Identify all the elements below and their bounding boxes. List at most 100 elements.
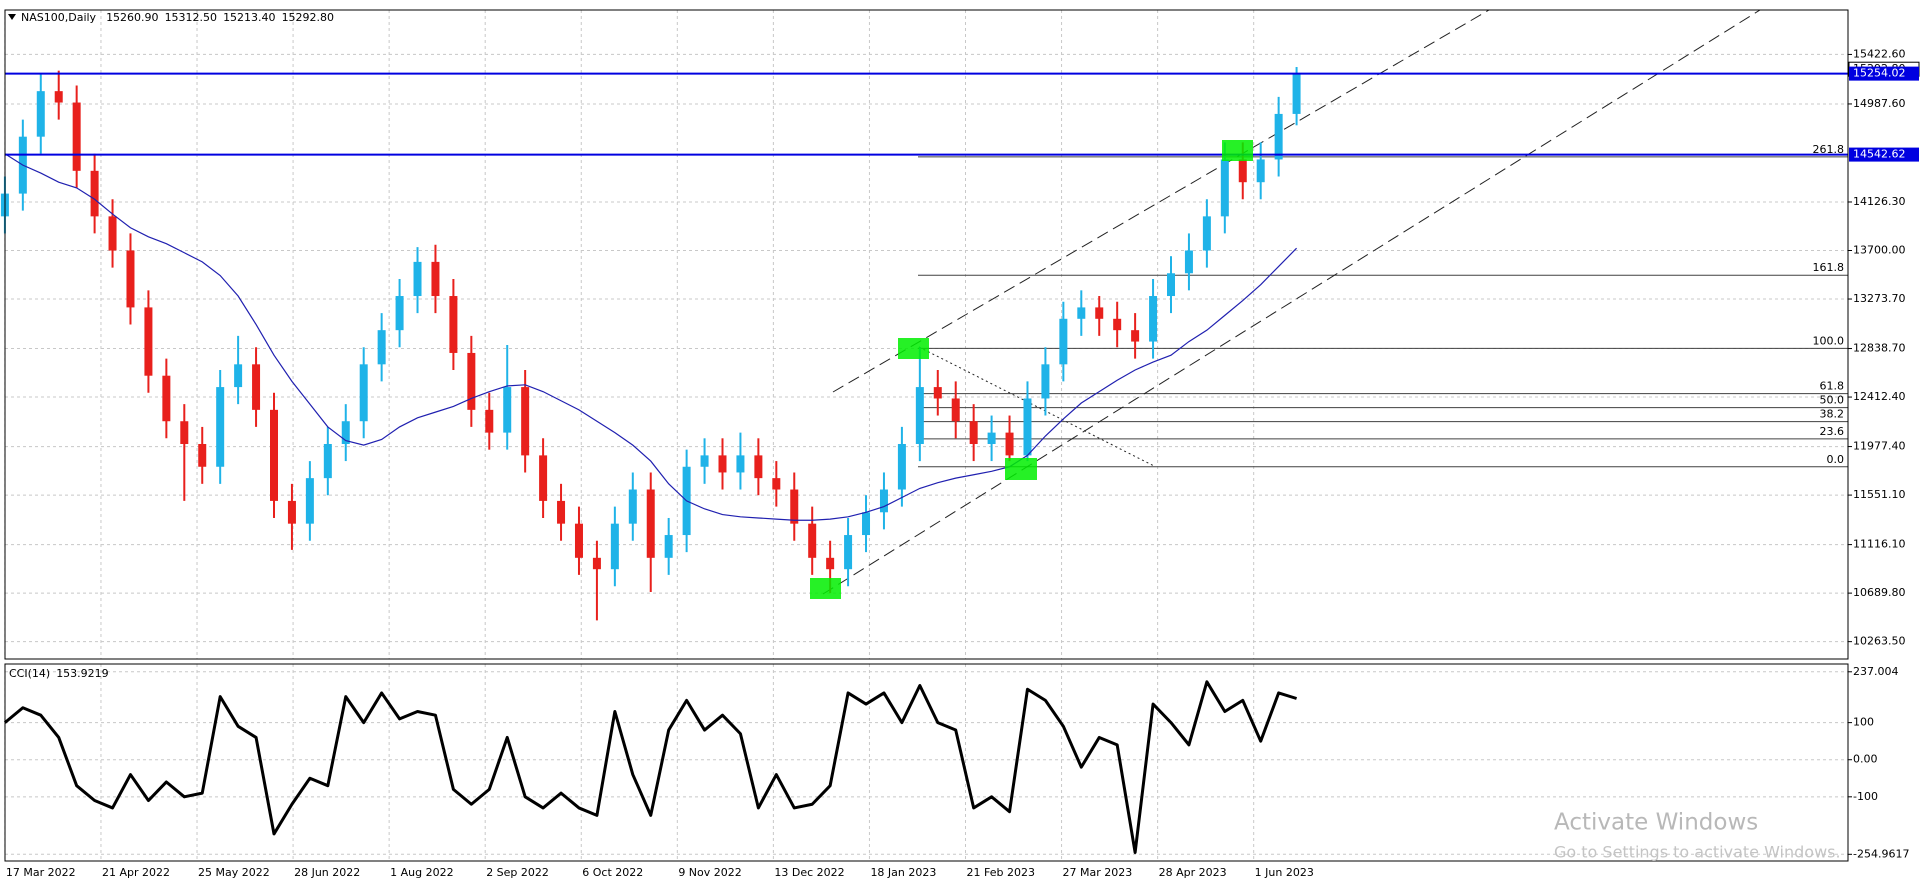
candle-body <box>1131 330 1140 342</box>
candle-body <box>808 523 817 558</box>
y-tick-label: -100 <box>1853 790 1878 803</box>
candle-body <box>754 455 763 479</box>
candle-body <box>646 489 655 558</box>
price-label: 15254.02 <box>1853 67 1906 80</box>
x-tick-label: 9 Nov 2022 <box>678 866 741 879</box>
candle-body <box>395 296 404 331</box>
candle-body <box>1184 250 1193 274</box>
candle-body <box>557 500 566 524</box>
low-value: 15213.40 <box>223 11 276 24</box>
candle-body <box>216 387 225 467</box>
cci-value: 153.9219 <box>56 667 109 680</box>
candle-body <box>574 523 583 558</box>
x-tick-label: 25 May 2022 <box>198 866 270 879</box>
candle-body <box>1077 307 1086 319</box>
watermark-subtitle: Go to Settings to activate Windows. <box>1554 843 1841 862</box>
candle-body <box>1005 432 1014 456</box>
y-tick-label: 13273.70 <box>1853 292 1906 305</box>
candle-body <box>718 455 727 473</box>
candle-body <box>1149 296 1158 342</box>
x-tick-label: 1 Jun 2023 <box>1255 866 1314 879</box>
candle-body <box>1292 74 1301 114</box>
fib-label: 38.2 <box>1820 408 1845 421</box>
watermark-title: Activate Windows <box>1554 810 1758 836</box>
cci-header: CCI(14) 153.9219 <box>9 667 109 680</box>
candle-body <box>36 91 45 137</box>
fib-label: 0.0 <box>1827 453 1845 466</box>
overlay <box>3 72 1848 854</box>
candle-body <box>1041 364 1050 399</box>
candle-body <box>323 443 332 479</box>
x-tick-label: 13 Dec 2022 <box>774 866 844 879</box>
x-tick-label: 21 Feb 2023 <box>967 866 1035 879</box>
x-tick-label: 27 Mar 2023 <box>1063 866 1133 879</box>
candle-body <box>449 296 458 353</box>
chart-header: NAS100,Daily 15260.90 15312.50 15213.40 1529… <box>21 11 334 24</box>
y-tick-label: 12412.40 <box>1853 390 1906 403</box>
high-value: 15312.50 <box>165 11 218 24</box>
candle-body <box>1220 159 1229 217</box>
candle-body <box>341 421 350 444</box>
candle-body <box>628 489 637 524</box>
candle-body <box>521 387 530 456</box>
candle-body <box>826 557 835 570</box>
y-tick-label: 15422.60 <box>1853 47 1906 60</box>
y-tick-label: 12838.70 <box>1853 342 1906 355</box>
x-tick-label: 6 Oct 2022 <box>582 866 643 879</box>
candle-body <box>72 102 81 171</box>
x-tick-label: 28 Jun 2022 <box>294 866 360 879</box>
fib-label: 261.8 <box>1813 143 1845 156</box>
candle-body <box>1274 113 1283 160</box>
candle-body <box>234 364 243 388</box>
candle-body <box>467 352 476 410</box>
candle-body <box>736 455 745 473</box>
candle-body <box>1167 273 1175 297</box>
candle-body <box>377 330 386 365</box>
y-tick-label: 237.004 <box>1853 665 1899 678</box>
candle-body <box>664 535 673 558</box>
candle-body <box>90 170 99 217</box>
candle-body <box>951 398 960 422</box>
candle-body <box>539 455 548 501</box>
candle-body <box>772 478 781 490</box>
x-tick-label: 2 Sep 2022 <box>486 866 549 879</box>
candle-body <box>180 421 189 444</box>
candle-body <box>162 375 171 422</box>
candle-body <box>54 91 63 103</box>
y-tick-label: 11977.40 <box>1853 440 1906 453</box>
candle-body <box>610 523 619 570</box>
main-frame <box>4 9 1849 660</box>
candle-body <box>126 250 135 308</box>
candle-body <box>1113 318 1122 331</box>
marker-box <box>810 578 841 599</box>
candle-body <box>987 432 996 444</box>
price-label: 14542.62 <box>1853 148 1906 161</box>
y-tick-label: 14987.60 <box>1853 97 1906 110</box>
candle-body <box>790 489 799 524</box>
marker-box <box>1222 140 1253 161</box>
cci-line <box>3 680 1298 854</box>
fib-label: 61.8 <box>1820 380 1845 393</box>
x-tick-label: 17 Mar 2022 <box>6 866 76 879</box>
fib-label: 161.8 <box>1813 261 1845 274</box>
candle-body <box>969 421 978 444</box>
candle-body <box>879 489 888 513</box>
candle-body <box>897 443 906 490</box>
candle-body <box>915 387 924 444</box>
price-label-box <box>1849 147 1919 162</box>
open-value: 15260.90 <box>106 11 159 24</box>
menu-icon[interactable] <box>8 14 16 20</box>
y-tick-label: -254.9617 <box>1853 847 1909 860</box>
candle-body <box>933 387 942 399</box>
candle-body <box>252 364 261 410</box>
x-tick-label: 28 Apr 2023 <box>1159 866 1227 879</box>
y-tick-label: 14126.30 <box>1853 195 1906 208</box>
marker-box <box>898 338 929 359</box>
candle-body <box>198 443 207 467</box>
candle-body <box>592 557 601 570</box>
candle-body <box>844 535 853 570</box>
candle-body <box>144 307 153 376</box>
y-tick-label: 13700.00 <box>1853 244 1906 257</box>
